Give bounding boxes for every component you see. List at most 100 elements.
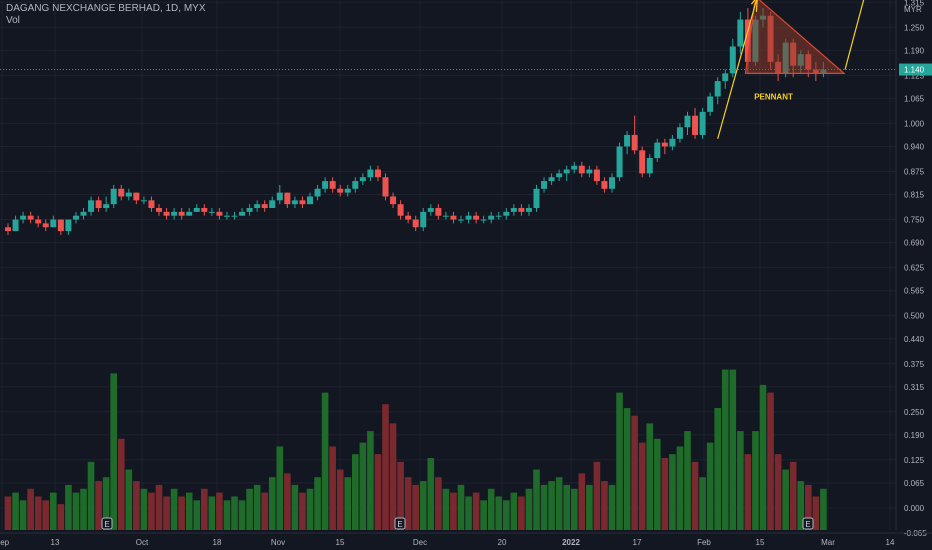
candle (480, 219, 487, 221)
candle (699, 111, 706, 135)
candle (639, 150, 646, 174)
volume-bar (155, 484, 163, 530)
candle (284, 192, 291, 205)
earnings-marker[interactable]: E (802, 517, 814, 530)
candle (661, 142, 668, 147)
earnings-marker[interactable]: E (101, 517, 113, 530)
volume-bar (435, 477, 442, 530)
earnings-marker[interactable]: E (394, 517, 406, 530)
volume-bar (457, 484, 465, 530)
pennant-label: PENNANT (754, 92, 793, 101)
candle (525, 208, 532, 212)
symbol-title: DAGANG NEXCHANGE BERHAD, 1D, MYX (6, 3, 206, 14)
volume-bar (752, 431, 759, 530)
volume-bar (238, 500, 246, 530)
price-tick-label: 0.000 (904, 504, 925, 513)
last-price-tag-bg (899, 63, 932, 76)
candle (722, 73, 729, 82)
volume-bar (4, 496, 12, 530)
candle (20, 215, 27, 220)
time-tick-label: 18 (213, 538, 222, 547)
volume-bar (125, 469, 133, 530)
volume-bar (593, 461, 601, 530)
candle (231, 215, 238, 217)
volume-bar (246, 488, 253, 530)
volume-bar (12, 492, 19, 530)
volume-bar (548, 481, 555, 530)
price-tick-label: 1.065 (904, 94, 925, 103)
volume-bar (714, 408, 721, 530)
candle (465, 215, 472, 220)
time-tick-label: 20 (498, 538, 507, 547)
volume-bar (721, 369, 729, 530)
drawings[interactable]: PENNANTBULLEEE (0, 0, 895, 530)
price-tick-label: 0.940 (904, 142, 925, 151)
volume-bar (684, 431, 691, 530)
price-tick-label: 1.190 (904, 46, 925, 55)
candle (276, 192, 283, 201)
candle (103, 204, 110, 209)
candle (631, 134, 638, 151)
candle (156, 208, 162, 212)
candle (541, 181, 548, 189)
candle (503, 211, 510, 216)
volume-bar (397, 461, 404, 530)
last-price-tag-text: 1.140 (904, 66, 925, 75)
candle (12, 219, 19, 232)
candles (5, 8, 827, 235)
volume-bar (223, 500, 231, 530)
candle (578, 165, 585, 174)
candle (616, 146, 623, 178)
candle (593, 169, 600, 182)
candle (344, 188, 351, 193)
volume-bar (389, 423, 397, 530)
volume-bar (638, 442, 646, 530)
volume-bar (276, 446, 284, 530)
volume-bar (782, 469, 789, 530)
volume-bar (216, 492, 223, 530)
price-tick-label: 1.125 (904, 71, 925, 80)
volume-bar (284, 473, 291, 530)
time-tick-label: 15 (336, 538, 345, 547)
candle (586, 169, 593, 174)
candle (269, 200, 276, 209)
volume-bar (608, 484, 616, 530)
price-axis[interactable]: MYR1.5651.5001.4401.3751.3151.2501.1901.… (895, 0, 932, 538)
candle (133, 192, 140, 201)
volume-bar (623, 408, 631, 530)
candle (352, 181, 359, 189)
arrowhead (750, 0, 758, 12)
price-tick-label: 0.750 (904, 216, 925, 225)
price-tick-label: 0.500 (904, 312, 925, 321)
time-tick-label: Mar (821, 538, 835, 547)
volume-bar (374, 454, 382, 530)
volume-bar (820, 488, 827, 530)
pennant-pattern (744, 0, 846, 75)
volume-bar (812, 496, 820, 530)
candle (163, 211, 170, 216)
volume-bar (706, 442, 714, 530)
candle (88, 200, 95, 212)
price-tick-label: 0.125 (904, 456, 925, 465)
currency-label: MYR (904, 5, 922, 14)
volume-bar (140, 488, 148, 530)
volume-bar (465, 496, 472, 530)
volume-bar (805, 484, 812, 530)
time-axis[interactable]: Sep 13 Oct 18 Nov 15 Dec 20 2022 17 Feb 15 Mar 14 (0, 532, 932, 547)
candle (435, 208, 442, 216)
volume-bar (450, 492, 457, 530)
candle (624, 134, 631, 147)
volume-bar (480, 500, 487, 530)
candle (299, 200, 306, 205)
time-tick-label: Feb (697, 538, 711, 547)
volume-bar (669, 454, 676, 530)
candle (654, 142, 661, 159)
candle (193, 208, 200, 212)
volume-bar (601, 481, 608, 530)
volume-bar (34, 496, 42, 530)
time-tick-label: Dec (413, 538, 427, 547)
candle (307, 196, 313, 205)
volume-bar (472, 492, 480, 530)
volume-bar (19, 500, 27, 530)
